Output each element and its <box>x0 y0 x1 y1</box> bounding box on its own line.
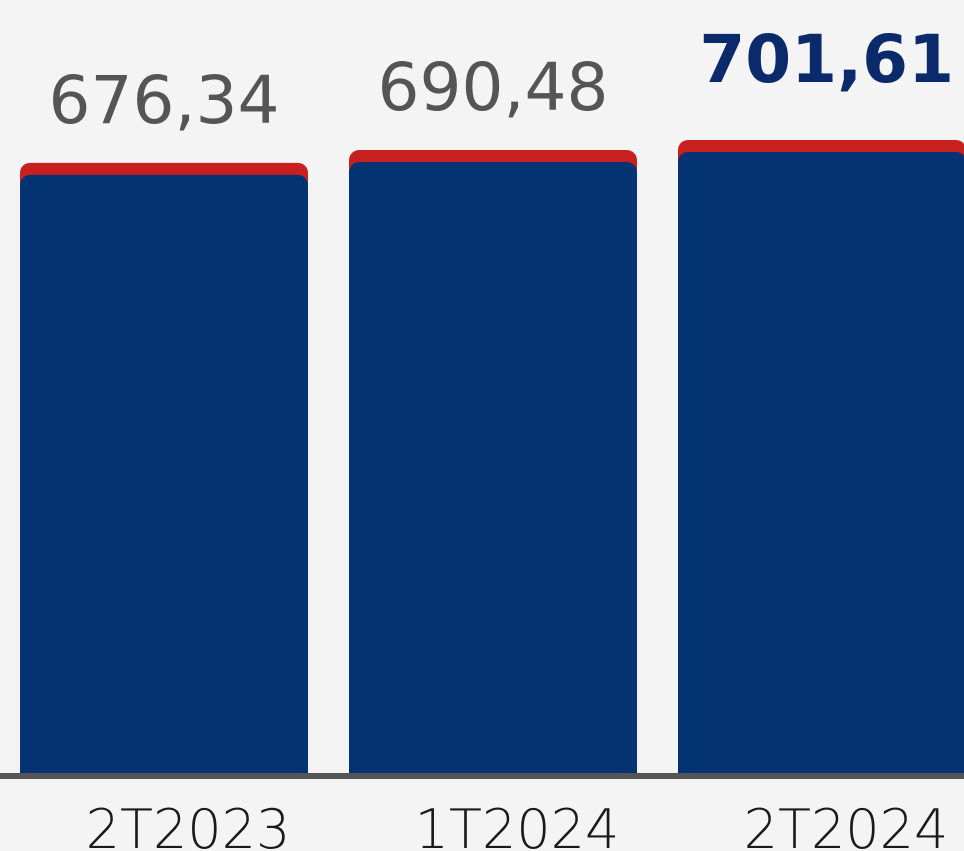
data-label-2T2023: 676,34 <box>49 62 280 139</box>
data-labels-group: 676,34 690,48 701,61 <box>49 21 954 139</box>
x-tick-label-2T2023: 2T2023 <box>86 798 291 851</box>
bars-group <box>20 140 964 774</box>
bar-2T2024 <box>678 152 964 774</box>
x-tick-label-2T2024: 2T2024 <box>744 798 949 851</box>
data-label-1T2024: 690,48 <box>378 49 609 126</box>
x-tick-label-1T2024: 1T2024 <box>415 798 620 851</box>
data-label-2T2024: 701,61 <box>699 21 954 98</box>
bar-base-2T2023 <box>20 754 308 774</box>
x-tick-labels-group: 2T2023 1T2024 2T2024 <box>86 798 949 851</box>
bar-base-2T2024 <box>678 754 964 774</box>
bar-2T2023 <box>20 174 308 774</box>
bar-base-1T2024 <box>349 754 637 774</box>
bar-1T2024 <box>349 162 637 774</box>
